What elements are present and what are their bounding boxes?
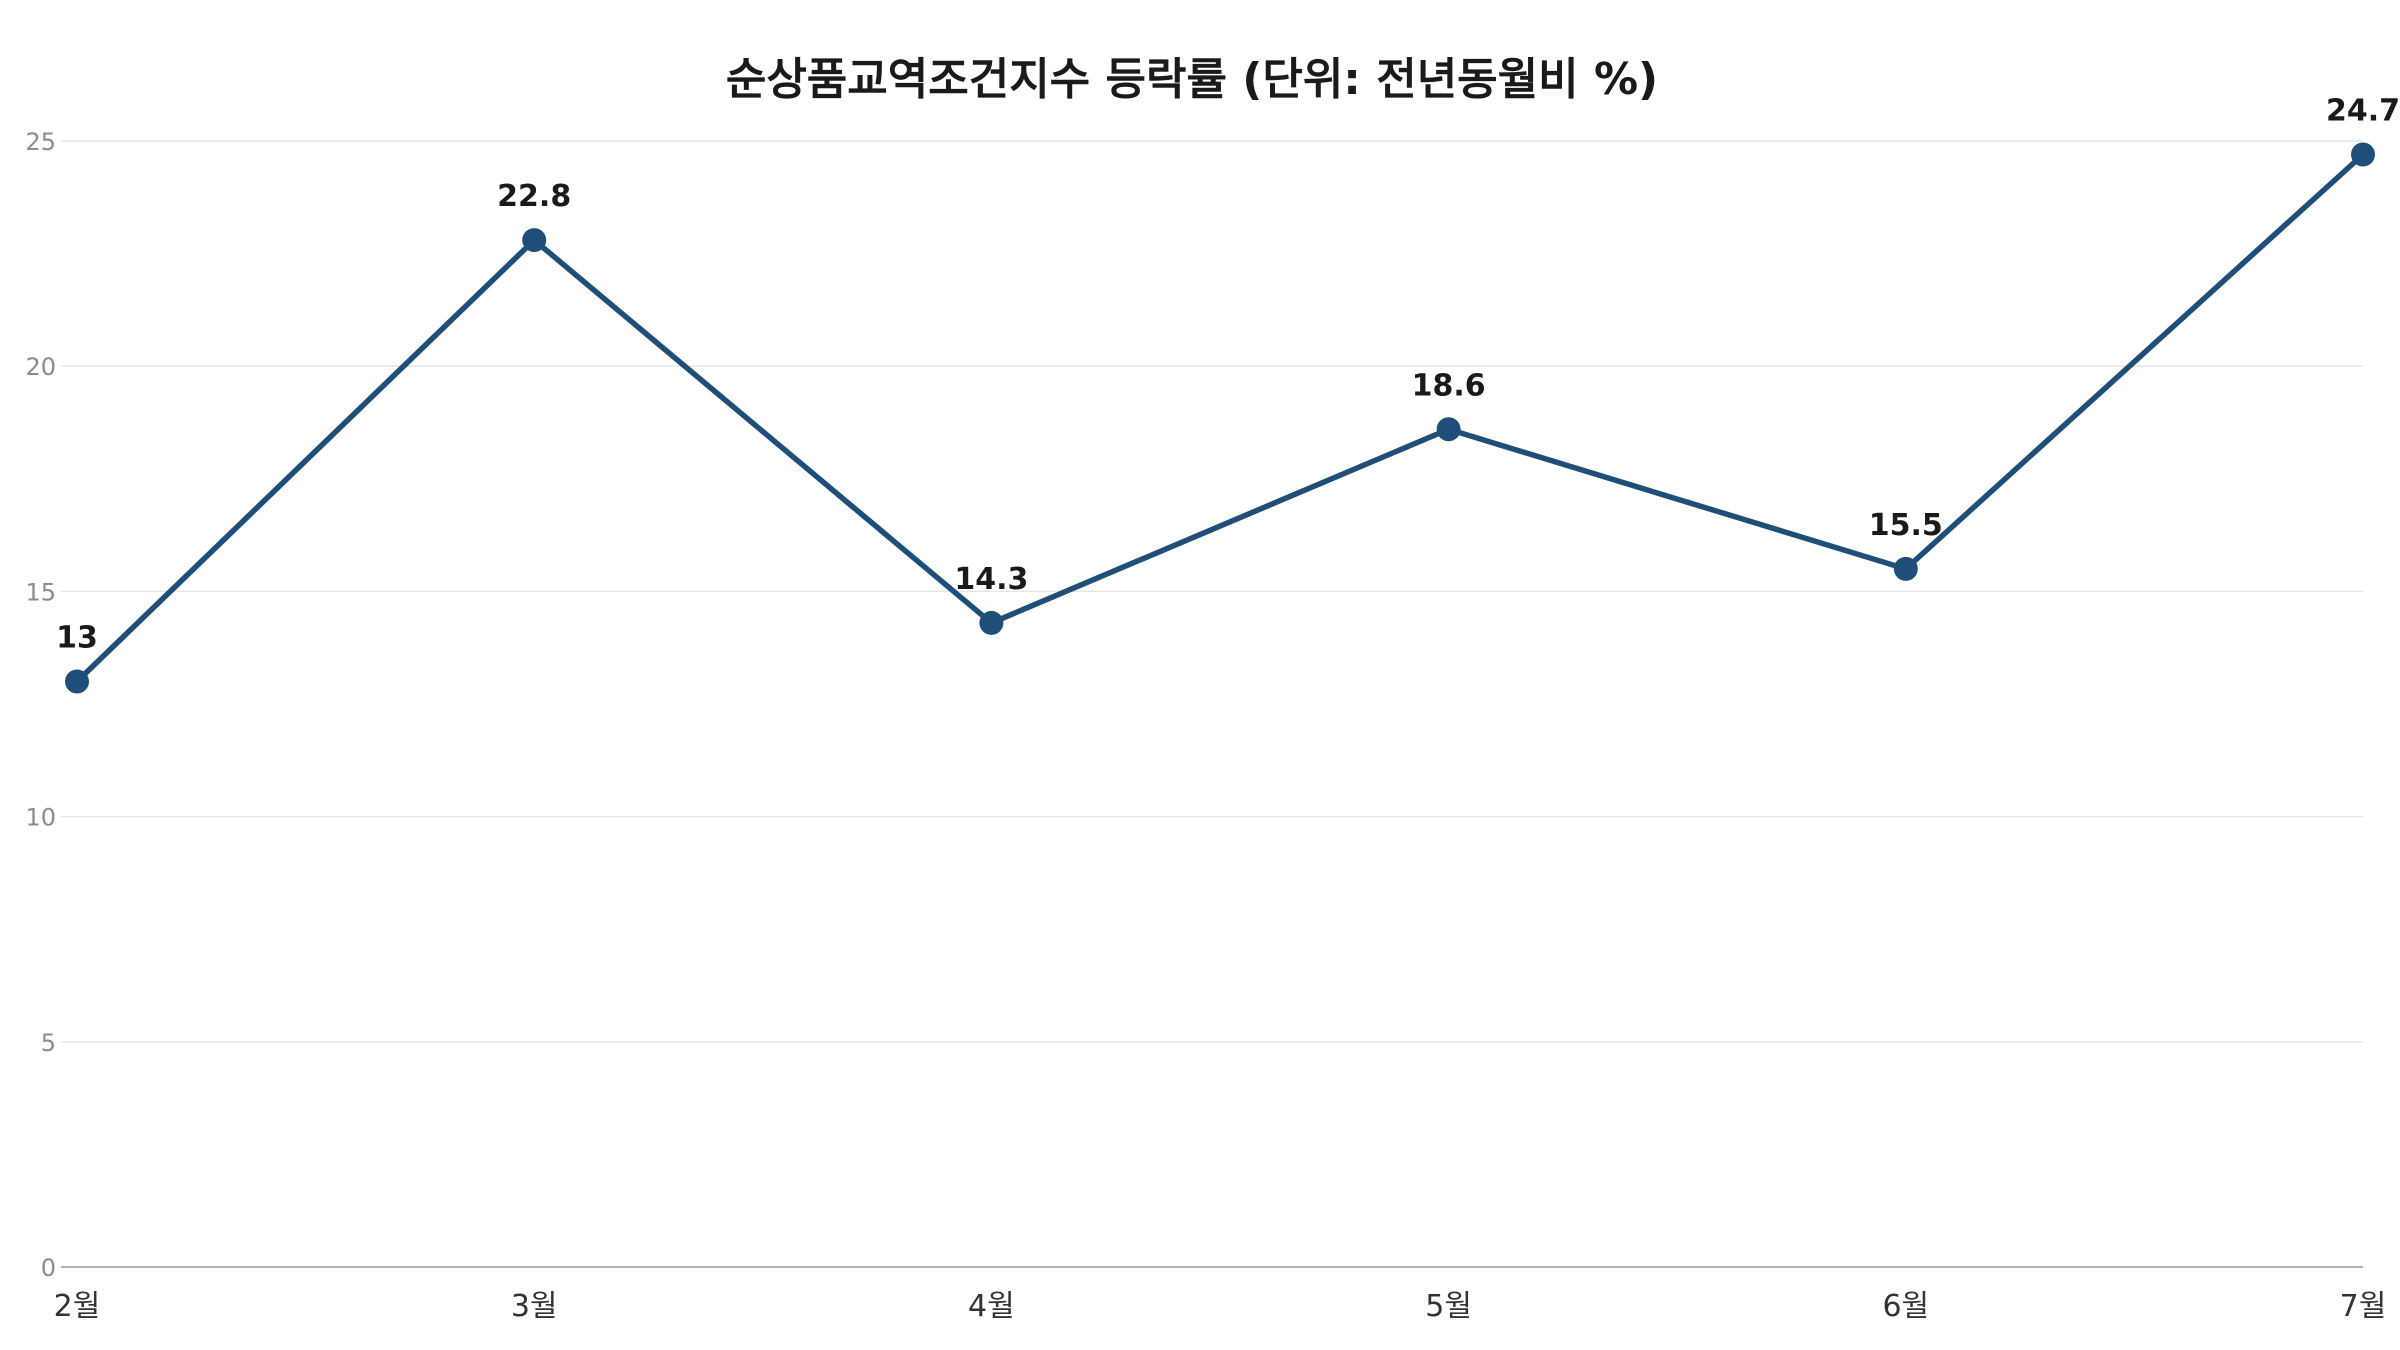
y-tick-label: 5: [41, 1029, 56, 1057]
y-tick-label: 20: [25, 353, 56, 381]
data-point: [979, 610, 1004, 635]
data-point: [1436, 417, 1461, 442]
grid-lines: [61, 140, 2363, 1043]
x-axis: 2월 3월 4월 5월 6월 7월: [54, 1266, 2387, 1324]
data-point: [522, 228, 547, 253]
x-tick-label: 3월: [511, 1289, 558, 1324]
data-point: [2351, 142, 2375, 167]
data-labels: 13 22.8 14.3 18.6 15.5 24.7: [56, 94, 2400, 656]
data-label: 22.8: [497, 179, 571, 214]
y-tick-label: 10: [25, 804, 56, 832]
data-point: [1893, 556, 1918, 581]
data-label: 15.5: [1869, 508, 1943, 543]
y-tick-label: 0: [41, 1254, 56, 1282]
series: [65, 142, 2375, 694]
x-tick-label: 2월: [54, 1289, 101, 1324]
data-label: 18.6: [1412, 368, 1486, 403]
x-tick-label: 6월: [1882, 1289, 1929, 1324]
x-tick-label: 4월: [968, 1289, 1015, 1324]
data-label: 13: [56, 620, 98, 655]
chart-title: 순상품교역조건지수 등락률 (단위: 전년동월비 %): [726, 54, 1658, 105]
y-tick-label: 15: [25, 578, 56, 606]
data-label: 24.7: [2326, 94, 2400, 129]
x-tick-label: 7월: [2340, 1289, 2387, 1324]
data-point: [65, 669, 89, 694]
x-tick-label: 5월: [1425, 1289, 1472, 1324]
data-label: 14.3: [954, 562, 1028, 597]
y-tick-label: 25: [25, 128, 56, 156]
y-axis: 0 5 10 15 20 25: [25, 128, 56, 1282]
series-line: [74, 151, 2366, 685]
